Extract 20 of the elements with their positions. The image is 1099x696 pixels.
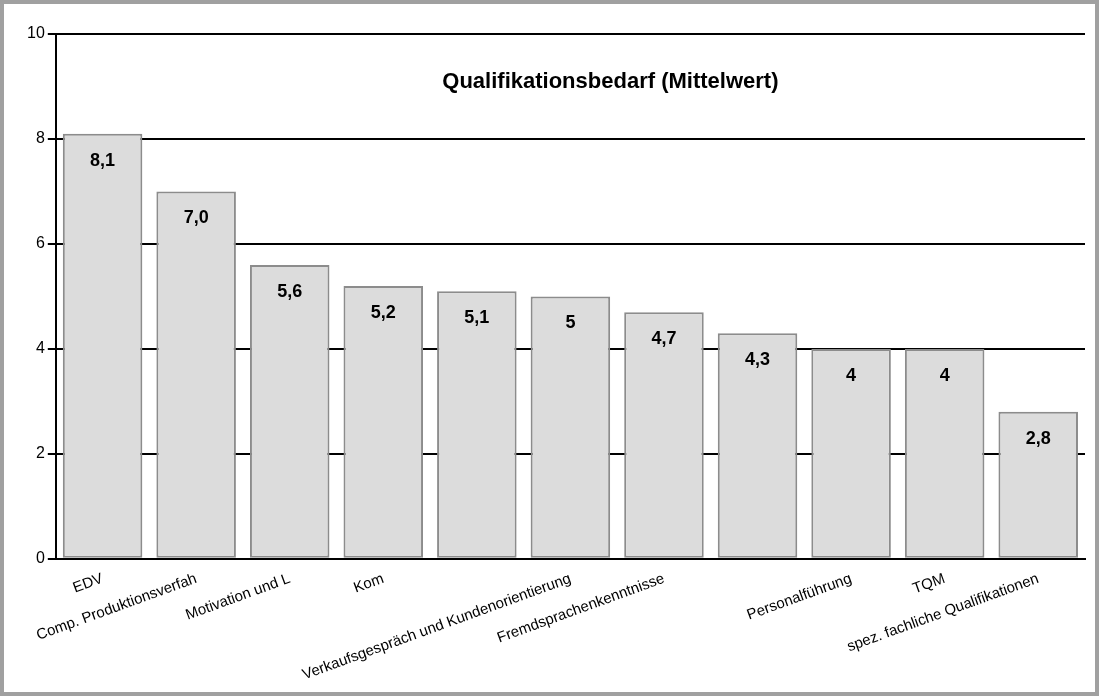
data-label: 7,0 xyxy=(183,207,209,228)
y-tick-label: 2 xyxy=(35,444,45,462)
data-label: 5,1 xyxy=(464,307,490,328)
data-label: 4 xyxy=(939,364,950,385)
y-tick-label: 0 xyxy=(35,549,45,567)
data-label: 4 xyxy=(846,364,857,385)
data-label: 8,1 xyxy=(90,149,116,170)
y-tick-label: 10 xyxy=(27,24,45,42)
x-tick-label: Kom xyxy=(350,569,386,596)
text: Qualifikationsbedarf (Mittelwert) xyxy=(442,68,779,94)
data-label: 4,7 xyxy=(651,328,677,349)
data-label: 5,6 xyxy=(277,280,303,301)
data-label: 5,2 xyxy=(370,301,396,322)
data-label: 2,8 xyxy=(1025,427,1051,448)
y-tick-label: 8 xyxy=(35,129,45,147)
data-label: 5 xyxy=(565,312,576,333)
y-tick-label: 4 xyxy=(35,339,45,357)
y-tick-label: 6 xyxy=(35,234,45,252)
x-tick-label: TQM xyxy=(909,569,948,597)
data-label: 4,3 xyxy=(745,349,771,370)
